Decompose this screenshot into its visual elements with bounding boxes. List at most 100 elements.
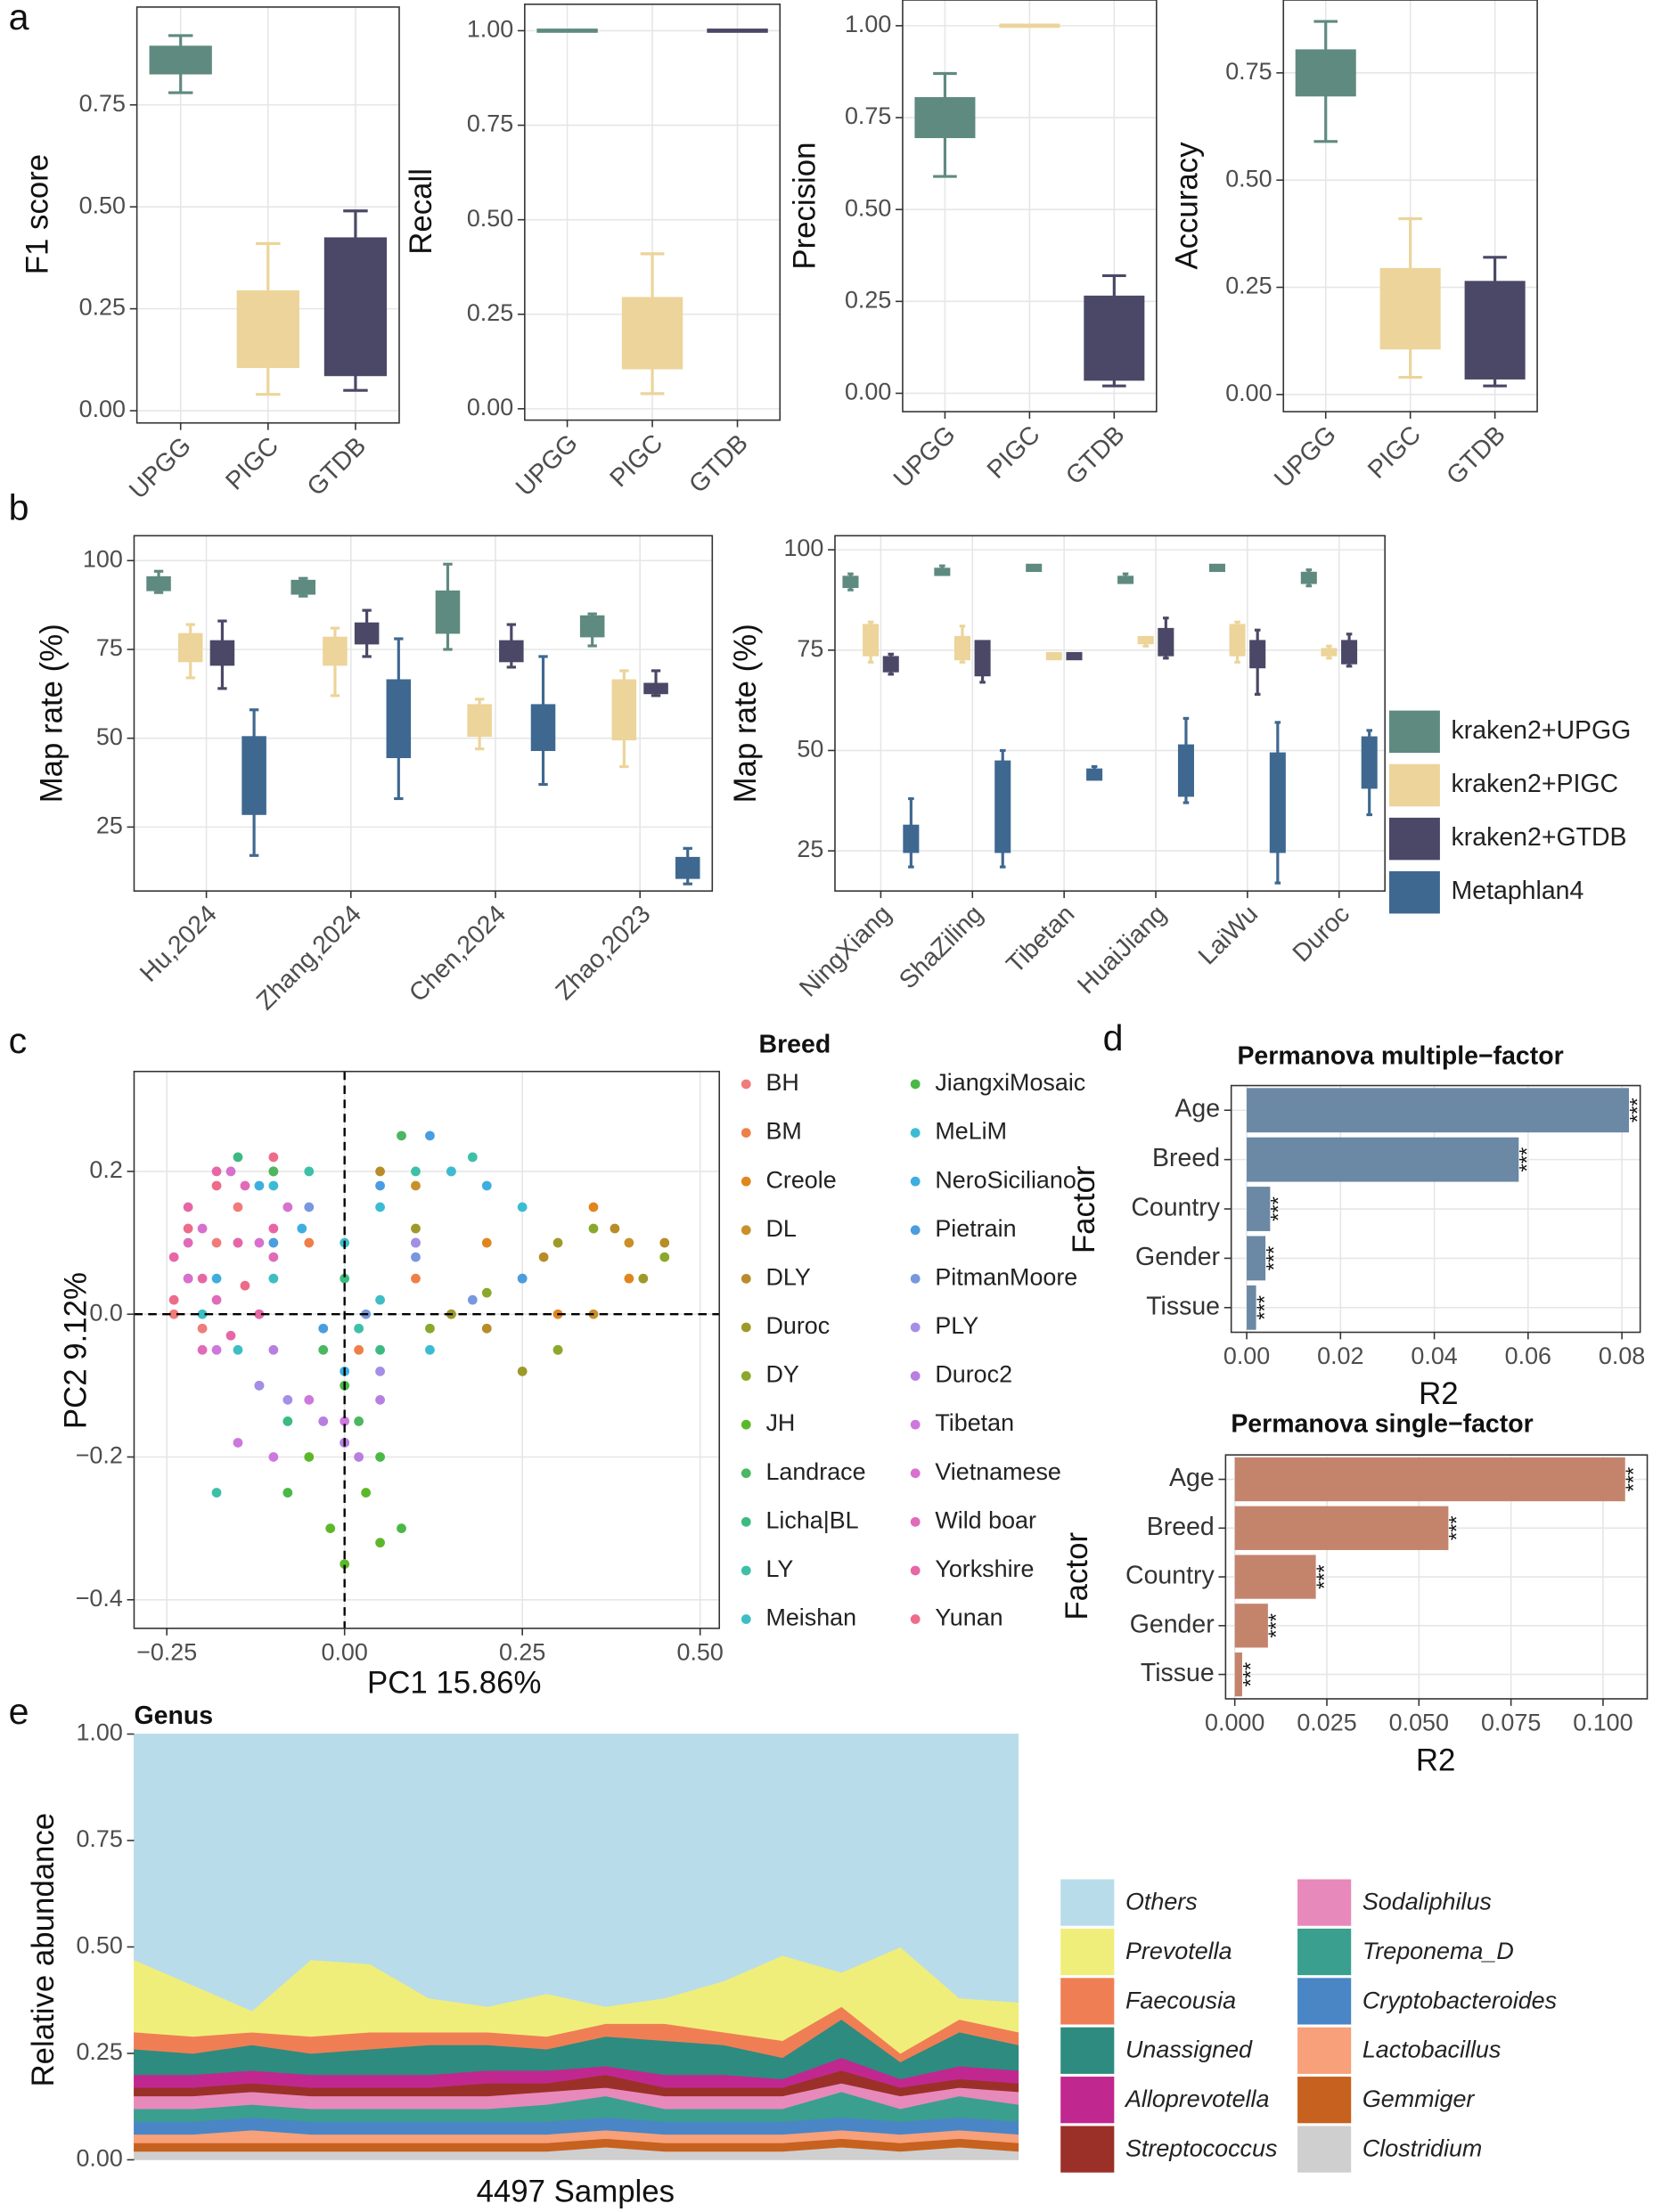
point <box>282 1202 293 1212</box>
y-tick-label: 0.50 <box>845 194 891 221</box>
legend-swatch <box>1388 871 1440 914</box>
legend-label: Licha|BL <box>765 1506 858 1533</box>
legend-label: kraken2+PIGC <box>1452 770 1619 798</box>
box <box>323 237 388 377</box>
legend-label: Yorkshire <box>935 1555 1034 1582</box>
point <box>168 1309 179 1319</box>
x-tick-label: 0.075 <box>1481 1710 1541 1736</box>
legend-marker <box>741 1371 751 1381</box>
legend-label: Unassigned <box>1125 2037 1253 2063</box>
point <box>254 1380 265 1391</box>
bar <box>1247 1187 1271 1231</box>
point <box>304 1166 315 1177</box>
point <box>268 1273 279 1284</box>
point <box>268 1252 279 1262</box>
x-tick-label: 0.02 <box>1317 1343 1363 1369</box>
point <box>659 1237 670 1248</box>
bar <box>1247 1137 1519 1182</box>
point <box>375 1538 385 1548</box>
point <box>481 1180 492 1191</box>
y-tick-label: 0.50 <box>467 205 513 232</box>
chart-title: Genus <box>134 1702 213 1730</box>
legend-marker <box>910 1273 921 1284</box>
point <box>354 1452 364 1462</box>
y-axis-label: Precision <box>788 142 822 269</box>
box <box>611 679 637 741</box>
point <box>282 1394 293 1405</box>
point <box>425 1344 435 1355</box>
y-axis-label: PC2 9.12% <box>58 1272 93 1429</box>
point <box>411 1180 421 1191</box>
legend-label: kraken2+UPGG <box>1452 716 1632 745</box>
legend-swatch <box>1060 2027 1115 2074</box>
point <box>225 1166 236 1177</box>
point <box>340 1416 350 1426</box>
legend-swatch <box>1060 1879 1115 1926</box>
point <box>183 1237 193 1248</box>
legend-marker <box>741 1419 751 1430</box>
x-tick-label: 0.04 <box>1411 1343 1457 1369</box>
y-axis-label: F1 score <box>20 154 55 274</box>
legend-label: JiangxiMosaic <box>935 1069 1085 1096</box>
legend-swatch <box>1060 2077 1115 2124</box>
y-tick-label: 0.00 <box>845 379 891 405</box>
point <box>375 1344 385 1355</box>
point <box>552 1344 563 1355</box>
point <box>233 1237 243 1248</box>
point <box>325 1523 336 1534</box>
y-tick-label: 0.75 <box>76 1825 122 1852</box>
point <box>354 1344 364 1355</box>
significance-label: *** <box>1265 1613 1289 1638</box>
significance-label: *** <box>1240 1662 1263 1687</box>
point <box>481 1287 492 1298</box>
legend-label: Gemmiger <box>1362 2085 1476 2112</box>
point <box>197 1273 208 1284</box>
point <box>183 1223 193 1234</box>
point <box>588 1223 599 1234</box>
legend-label: Cryptobacteroides <box>1362 1987 1557 2013</box>
y-tick-label: 75 <box>797 635 823 662</box>
legend-label: MeLiM <box>935 1118 1007 1145</box>
box <box>953 635 970 661</box>
x-tick-label: 0.08 <box>1599 1343 1645 1369</box>
legend-label: DL <box>765 1215 796 1242</box>
x-tick-label: 0.06 <box>1505 1343 1551 1369</box>
y-tick-label: Gender <box>1135 1243 1220 1271</box>
y-axis-label: Map rate (%) <box>34 624 69 803</box>
legend-label: Metaphlan4 <box>1452 877 1584 905</box>
point <box>397 1130 406 1141</box>
legend-label: Streptococcus <box>1125 2134 1277 2161</box>
bar <box>1234 1652 1242 1697</box>
point <box>240 1180 250 1191</box>
y-axis-label: Relative abundance <box>26 1813 61 2087</box>
y-axis-label: Recall <box>404 168 438 255</box>
legend-marker <box>741 1565 751 1576</box>
point <box>268 1152 279 1163</box>
point <box>183 1273 193 1284</box>
legend-swatch <box>1060 1928 1115 1976</box>
legend-swatch <box>1297 1928 1352 1976</box>
legend-label: DLY <box>765 1263 810 1290</box>
legend-label: Yunan <box>935 1604 1002 1631</box>
plot-border <box>1282 0 1538 412</box>
point <box>538 1252 549 1262</box>
x-tick-label: 0.25 <box>499 1638 545 1665</box>
point <box>268 1452 279 1462</box>
legend-label: Pietrain <box>935 1215 1016 1242</box>
point <box>610 1223 620 1234</box>
legend-label: Treponema_D <box>1362 1938 1514 1964</box>
box <box>882 656 899 673</box>
y-tick-label: Age <box>1169 1464 1215 1492</box>
point <box>318 1344 329 1355</box>
legend-label: Vietnamese <box>935 1458 1061 1485</box>
point <box>411 1237 421 1248</box>
chart-title: Permanova single−factor <box>1231 1409 1533 1438</box>
x-tick-label: 0.00 <box>1223 1343 1270 1369</box>
legend-swatch <box>1297 1879 1352 1926</box>
legend-swatch <box>1297 2077 1352 2124</box>
point <box>197 1309 208 1319</box>
point <box>233 1152 243 1163</box>
legend-label: BH <box>765 1069 798 1096</box>
point <box>411 1223 421 1234</box>
point <box>268 1180 279 1191</box>
